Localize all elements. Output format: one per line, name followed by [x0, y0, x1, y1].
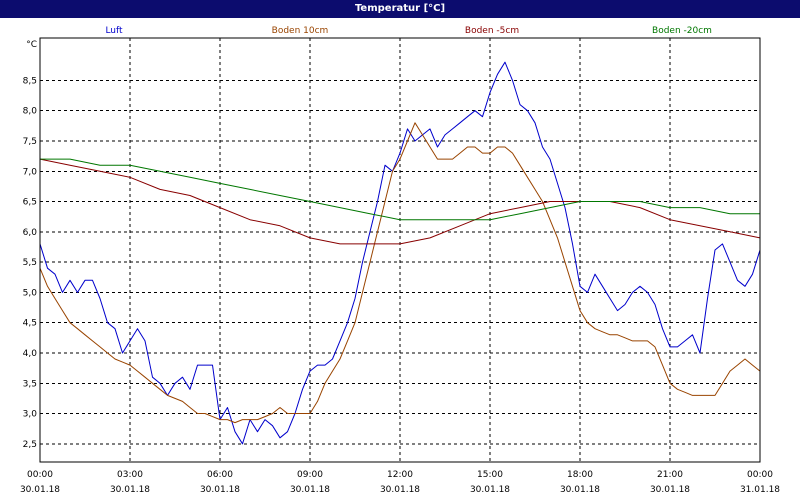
x-tick-label-date: 30.01.18: [470, 485, 510, 495]
series-line-boden-10cm: [39, 122, 761, 424]
legend-item: Boden 10cm: [272, 26, 329, 36]
x-tick-label-time: 06:00: [207, 470, 233, 480]
grid: [40, 38, 760, 462]
y-tick-label: 6,0: [23, 228, 38, 238]
y-tick-label: 2,5: [23, 440, 37, 450]
y-tick-label: 8,0: [23, 107, 38, 117]
x-tick-label-date: 31.01.18: [740, 485, 780, 495]
y-tick-label: 7,5: [23, 137, 37, 147]
x-tick-label-date: 30.01.18: [380, 485, 420, 495]
legend: Luft Boden 10cm Boden -5cm Boden -20cm: [105, 26, 712, 36]
y-tick-label: 6,5: [23, 198, 37, 208]
y-tick-label: 5,5: [23, 258, 37, 268]
x-tick-label-date: 30.01.18: [290, 485, 330, 495]
legend-item: Boden -20cm: [652, 26, 712, 36]
x-tick-label-date: 30.01.18: [200, 485, 240, 495]
x-tick-label-time: 00:00: [27, 470, 53, 480]
x-tick-label-time: 03:00: [117, 470, 143, 480]
y-tick-label: 7,0: [23, 167, 38, 177]
x-tick-label-date: 30.01.18: [560, 485, 600, 495]
x-tick-label-date: 30.01.18: [650, 485, 690, 495]
axes: 2,5 3,0 3,5 4,0 4,5 5,0 5,5 6,0 6,5 7,0 7,5 8,0 8,5 0…: [20, 37, 780, 495]
legend-item: Boden -5cm: [465, 26, 519, 36]
series-line-boden-20cm: [40, 158, 760, 221]
y-tick-label: 4,0: [23, 349, 38, 359]
x-tick-label-date: 30.01.18: [20, 485, 60, 495]
x-tick-label-date: 30.01.18: [110, 485, 150, 495]
legend-item: Luft: [105, 26, 123, 36]
chart-title: Temperatur [°C]: [0, 0, 800, 18]
x-tick-label-time: 18:00: [567, 470, 593, 480]
x-tick-label-time: 09:00: [297, 470, 323, 480]
series-lines: [39, 61, 761, 445]
plot-border: [39, 37, 761, 463]
y-tick-label: 5,0: [23, 288, 38, 298]
series-line-boden-5cm: [39, 158, 761, 245]
series-line-luft: [39, 61, 761, 445]
x-tick-label-time: 21:00: [657, 470, 683, 480]
x-tick-label-time: 00:00: [747, 470, 773, 480]
x-tick-label-time: 15:00: [477, 470, 503, 480]
x-tick-label-time: 12:00: [387, 470, 413, 480]
y-tick-label: 8,5: [23, 76, 37, 86]
y-tick-label: 3,0: [23, 410, 38, 420]
y-axis-label: °C: [26, 40, 37, 50]
y-tick-label: 4,5: [23, 319, 37, 329]
y-tick-label: 3,5: [23, 379, 37, 389]
